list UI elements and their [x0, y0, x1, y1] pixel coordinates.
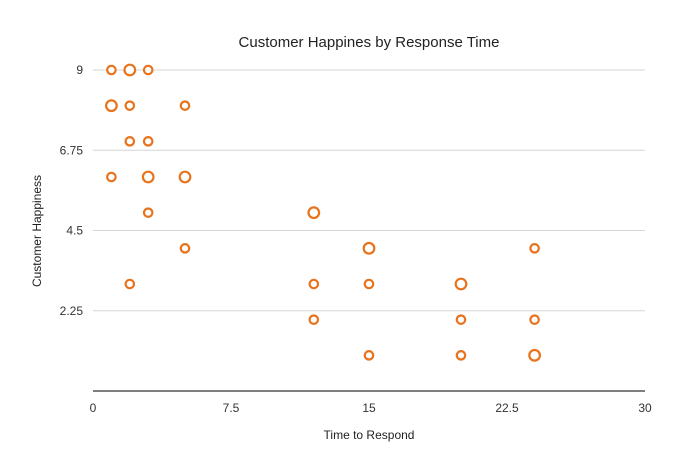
y-tick-label: 6.75 — [60, 143, 84, 157]
y-tick-label: 2.25 — [60, 304, 84, 318]
data-point — [123, 63, 137, 77]
data-point — [528, 348, 541, 362]
data-point — [363, 278, 375, 290]
data-point — [141, 170, 155, 184]
data-point — [307, 206, 321, 220]
y-tick-label: 9 — [76, 63, 83, 77]
data-point — [529, 243, 540, 254]
data-point — [362, 241, 376, 255]
y-axis-label: Customer Happiness — [30, 175, 44, 287]
data-point — [455, 314, 467, 325]
data-point — [308, 278, 320, 290]
x-tick-label: 22.5 — [495, 401, 519, 415]
data-point — [455, 350, 467, 361]
data-point — [142, 207, 154, 218]
data-point — [106, 171, 117, 183]
data-point — [363, 350, 375, 361]
data-point — [179, 100, 191, 111]
data-point — [124, 136, 136, 147]
data-point — [124, 278, 136, 290]
x-axis-label: Time to Respond — [324, 428, 415, 442]
y-axis-ticks: 2.25 4.5 6.75 9 — [60, 63, 84, 318]
y-tick-label: 4.5 — [66, 224, 83, 238]
x-tick-label: 0 — [90, 401, 97, 415]
data-point — [142, 64, 154, 76]
grid-layer — [93, 69, 645, 312]
data-points — [104, 63, 541, 362]
data-point — [178, 170, 192, 184]
data-point — [142, 136, 154, 147]
data-point — [104, 99, 118, 113]
chart-title: Customer Happines by Response Time — [239, 34, 500, 51]
data-point — [179, 243, 191, 254]
data-point — [529, 314, 540, 325]
data-point — [106, 64, 117, 76]
x-tick-label: 7.5 — [223, 401, 240, 415]
data-point — [308, 314, 320, 325]
x-axis-ticks: 0 7.5 15 22.5 30 — [90, 401, 652, 415]
x-tick-label: 30 — [638, 401, 652, 415]
data-point — [124, 100, 136, 111]
x-tick-label: 15 — [362, 401, 376, 415]
data-point — [454, 277, 468, 291]
